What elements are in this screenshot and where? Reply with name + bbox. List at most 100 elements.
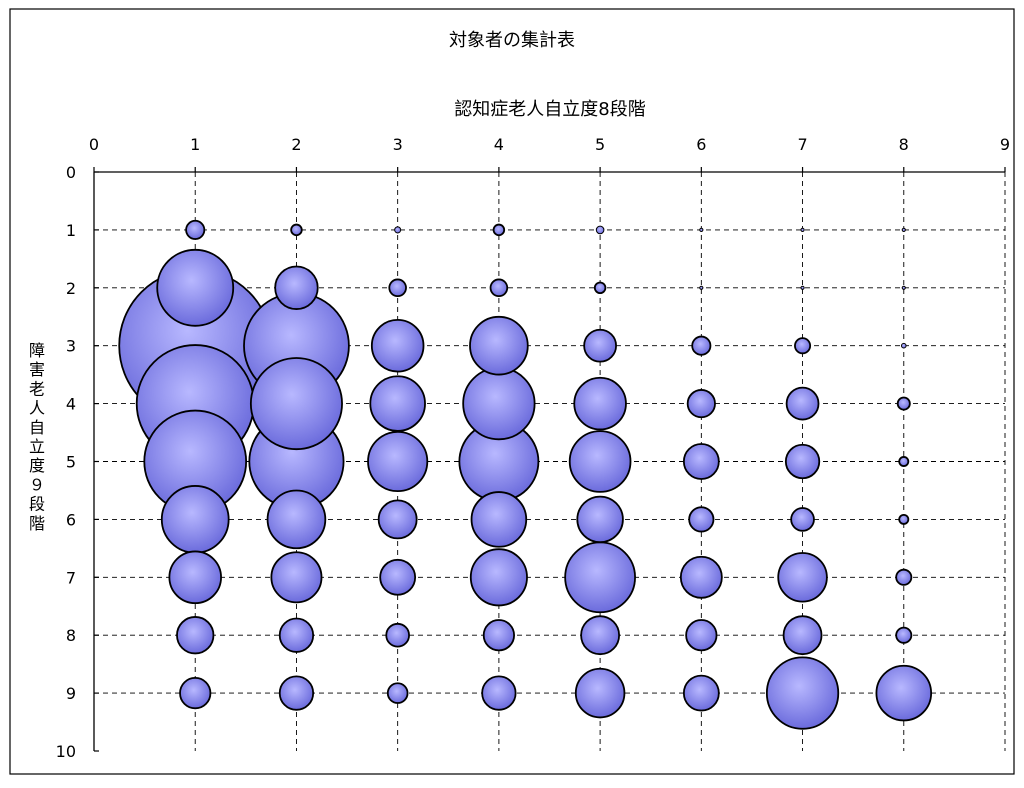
x-tick-label: 7: [797, 135, 807, 154]
bubble: [573, 376, 627, 431]
bubble: [394, 226, 402, 234]
bubble: [290, 223, 303, 237]
bubble: [583, 328, 617, 363]
y-axis-label-char: 人: [29, 399, 45, 418]
bubble: [900, 342, 907, 349]
bubble: [785, 386, 820, 421]
x-tick-label: 9: [1000, 135, 1010, 154]
bubble: [482, 619, 515, 652]
bubble: [385, 622, 410, 648]
y-axis-label-char: 度: [29, 456, 45, 475]
y-axis-label-char: 段: [29, 495, 45, 514]
x-tick-label: 3: [393, 135, 403, 154]
bubble: [266, 489, 327, 550]
bubble: [564, 541, 636, 614]
y-tick-label: 0: [66, 163, 76, 182]
bubble: [469, 548, 528, 607]
bubble: [185, 219, 206, 240]
y-axis-label-char: 立: [29, 437, 45, 456]
bubble: [682, 443, 720, 480]
bubble: [593, 281, 607, 295]
y-tick-label: 10: [56, 742, 76, 761]
bubble: [595, 225, 605, 235]
bubble: [574, 667, 626, 719]
x-tick-label: 2: [291, 135, 301, 154]
bubble: [794, 337, 812, 355]
bubble: [895, 626, 913, 644]
y-tick-label: 2: [66, 279, 76, 298]
x-tick-label: 1: [190, 135, 200, 154]
axes: [93, 167, 1006, 752]
x-tick-label: 5: [595, 135, 605, 154]
bubble: [278, 675, 315, 711]
y-tick-label: 1: [66, 221, 76, 240]
bubble: [160, 485, 230, 554]
bubble: [685, 619, 718, 652]
bubble: [898, 513, 910, 525]
bubble: [901, 285, 906, 290]
y-tick-label: 6: [66, 510, 76, 529]
bubble: [784, 443, 821, 480]
bubble: [800, 285, 805, 290]
bubble: [370, 318, 425, 373]
y-axis-label-char: 自: [29, 418, 45, 437]
y-tick-label: 7: [66, 568, 76, 587]
y-axis-label-char: ９: [29, 475, 45, 494]
bubble: [386, 682, 409, 704]
x-tick-label: 6: [696, 135, 706, 154]
bubble: [462, 366, 536, 441]
bubble: [777, 552, 828, 603]
bubble: [274, 265, 319, 310]
bubble: [278, 617, 315, 653]
bubble: [469, 315, 529, 376]
y-tick-labels: 0 1 2 3 4 5 6 7 8 9 10: [56, 163, 76, 761]
bubble: [699, 285, 704, 290]
bubble: [470, 491, 528, 548]
bubble: [168, 550, 222, 605]
x-tick-label: 0: [89, 135, 99, 154]
y-tick-label: 8: [66, 626, 76, 645]
chart-title: 対象者の集計表: [449, 30, 575, 51]
bubble: [699, 227, 704, 232]
bubble: [156, 248, 235, 327]
bubble: [875, 664, 933, 722]
bubble: [576, 495, 624, 544]
x-tick-label: 8: [899, 135, 909, 154]
bubble: [489, 278, 509, 298]
bubble: [369, 375, 426, 432]
bubble: [898, 456, 910, 467]
y-tick-label: 9: [66, 684, 76, 703]
bubble: [481, 675, 517, 711]
bubble: [568, 430, 632, 493]
y-axis-label-char: 障: [29, 341, 45, 360]
bubble: [790, 507, 815, 532]
y-axis-label-char: 害: [29, 360, 45, 379]
bubble: [377, 499, 418, 540]
bubble: [580, 615, 621, 656]
bubble: [800, 227, 805, 232]
x-tick-labels: 0 1 2 3 4 5 6 7 8 9: [89, 135, 1010, 154]
bubble: [688, 506, 715, 533]
bubble: [388, 278, 407, 298]
bubble: [765, 656, 840, 730]
y-tick-label: 4: [66, 395, 76, 414]
bubble: [492, 223, 506, 237]
bubble: [270, 551, 323, 604]
x-tick-label: 4: [494, 135, 504, 154]
bubble: [367, 430, 429, 493]
bubble: [679, 555, 723, 599]
bubble: [896, 396, 911, 411]
bubble: [901, 227, 906, 232]
y-axis-label-char: 階: [29, 514, 45, 533]
y-axis-label-char: 老: [29, 379, 45, 398]
y-tick-label: 5: [66, 453, 76, 472]
bubble: [895, 568, 913, 586]
bubbles: [118, 219, 933, 730]
bubble: [176, 616, 215, 655]
y-tick-label: 3: [66, 337, 76, 356]
bubble: [249, 357, 343, 451]
bubble: [691, 335, 712, 356]
